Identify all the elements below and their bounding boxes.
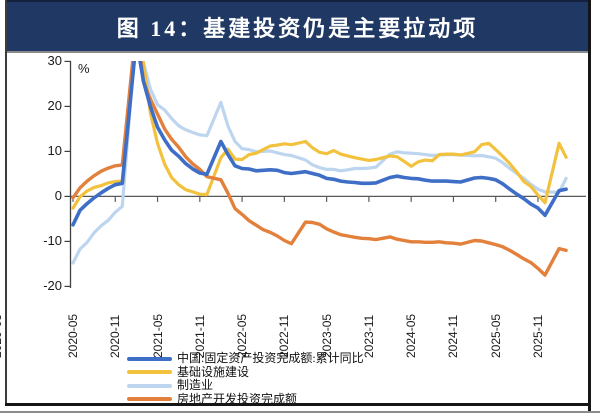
legend-line-swatch [127, 397, 172, 402]
clipped-axis-label-fragment: 2020-05 [0, 313, 4, 358]
legend-line-swatch [127, 370, 172, 375]
y-axis-label: 20 [47, 98, 62, 114]
x-axis-label: 2024-11 [446, 314, 461, 358]
x-axis-label: 2023-05 [319, 313, 334, 358]
x-axis-label: 2025-05 [488, 313, 503, 358]
y-axis-label: 30 [47, 53, 62, 69]
table-border-left [5, 0, 7, 404]
series-line-0 [71, 61, 568, 227]
x-axis-label: 2022-11 [277, 314, 292, 358]
legend-line-swatch [127, 356, 172, 361]
x-axis-label: 2025-11 [530, 314, 545, 358]
legend-item: 房地产开发投资完成额 [127, 391, 364, 407]
series-line-2 [71, 61, 568, 265]
x-axis-label: 2021-11 [192, 314, 207, 358]
figure-title: 图 14：基建投资仍是主要拉动项 [116, 15, 479, 41]
figure-title-bar: 图 14：基建投资仍是主要拉动项 [7, 2, 588, 53]
x-axis-label: 2020-11 [108, 314, 123, 358]
chart-legend: 中国:固定资产投资完成额:累计同比 基础设施建设 制造业 房地产开发投资完成额 [127, 352, 364, 406]
legend-label: 制造业 [177, 378, 214, 393]
y-axis-label: -10 [43, 233, 62, 249]
legend-label: 房地产开发投资完成额 [177, 391, 298, 406]
table-border-top [5, 0, 591, 2]
legend-item: 中国:固定资产投资完成额:累计同比 [127, 352, 364, 366]
x-axis-label: 2020-05 [66, 313, 80, 358]
y-axis-label: 0 [54, 188, 62, 204]
legend-label: 基础设施建设 [177, 364, 250, 379]
legend-item: 基础设施建设 [127, 364, 364, 380]
y-axis-label: 10 [47, 143, 62, 159]
y-axis-unit-label: % [78, 61, 90, 76]
next-row-border [0, 411, 600, 413]
x-axis-label: 2021-05 [150, 313, 165, 358]
legend-line-swatch [127, 383, 172, 388]
x-axis-label: 2023-11 [361, 314, 376, 358]
legend-item: 制造业 [127, 379, 364, 393]
x-axis-label: 2022-05 [235, 313, 250, 358]
table-border-bottom [5, 403, 591, 406]
x-axis-label: 2024-05 [404, 313, 419, 358]
y-axis-label: -20 [43, 278, 62, 294]
series-line-3 [71, 61, 568, 277]
series-line-1 [71, 61, 568, 210]
table-border-right [588, 0, 591, 413]
legend-label: 中国:固定资产投资完成额:累计同比 [177, 351, 364, 366]
